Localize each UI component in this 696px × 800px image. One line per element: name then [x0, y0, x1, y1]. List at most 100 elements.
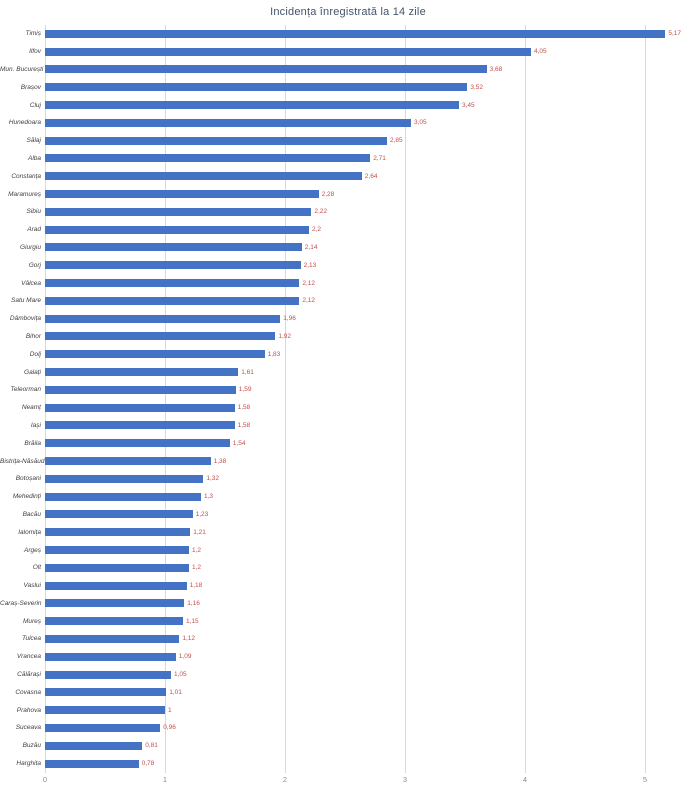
chart-row: Iași 1,58	[0, 417, 696, 435]
value-label: 1,32	[206, 475, 220, 483]
category-label: Gorj	[28, 261, 41, 269]
bar	[45, 172, 362, 181]
category-label: Mureș	[22, 617, 41, 625]
bar	[45, 723, 161, 732]
category-label: Brașov	[20, 83, 41, 91]
category-label: Dolj	[29, 350, 41, 358]
category-label: Timiș	[25, 30, 41, 38]
chart-row: Caraș-Severin 1,16	[0, 595, 696, 613]
chart-row: Mehedinți 1,3	[0, 488, 696, 506]
value-label: 1,2	[192, 564, 202, 572]
x-tick-label: 4	[522, 775, 528, 784]
category-label: Dâmbovița	[9, 315, 41, 323]
gridline	[285, 25, 286, 773]
category-label: Iași	[30, 421, 41, 429]
value-label: 2,64	[364, 172, 378, 180]
category-label: Maramureș	[8, 190, 41, 198]
bar	[45, 225, 309, 234]
bar	[45, 29, 666, 38]
x-tick-label: 0	[42, 775, 48, 784]
bar	[45, 599, 185, 608]
chart-row: Bihor 1,92	[0, 328, 696, 346]
value-label: 2,14	[304, 243, 318, 251]
value-label: 1,16	[187, 599, 200, 607]
gridline	[525, 25, 526, 773]
bar	[45, 136, 387, 145]
chart-row: Olt 1,2	[0, 559, 696, 577]
bar	[45, 65, 487, 74]
bar	[45, 510, 193, 519]
value-label: 1,23	[195, 510, 209, 518]
bar	[45, 617, 183, 626]
chart-row: Arad 2,2	[0, 221, 696, 239]
value-label: 3,68	[489, 65, 503, 73]
bar	[45, 296, 300, 305]
value-label: 1,12	[182, 635, 196, 643]
category-label: Bihor	[25, 332, 41, 340]
value-label: 1,15	[186, 617, 199, 625]
bar	[45, 385, 236, 394]
chart-row: Sibiu 2,22	[0, 203, 696, 221]
category-label: Olt	[32, 564, 41, 572]
chart-row: Vaslui 1,18	[0, 577, 696, 595]
category-label: Buzău	[22, 742, 41, 750]
value-label: 1,05	[174, 671, 187, 679]
value-label: 1	[168, 706, 172, 714]
bar	[45, 670, 171, 679]
gridlines	[0, 25, 696, 773]
category-label: Botoșani	[15, 475, 41, 483]
value-label: 2,71	[373, 154, 386, 162]
bar	[45, 190, 319, 199]
value-label: 1,83	[267, 350, 281, 358]
bar	[45, 492, 201, 501]
bar	[45, 439, 230, 448]
category-label: Ialomița	[18, 528, 41, 536]
value-label: 1,21	[193, 528, 206, 536]
category-label: Brăila	[24, 439, 41, 447]
value-label: 2,12	[302, 297, 316, 305]
chart-row: Călărași 1,05	[0, 666, 696, 684]
chart-row: Botoșani 1,32	[0, 470, 696, 488]
bar	[45, 741, 143, 750]
category-label: Mun. București	[0, 65, 44, 73]
chart-row: Ialomița 1,21	[0, 523, 696, 541]
chart-row: Cluj 3,45	[0, 96, 696, 114]
plot-area: Timiș 5,17 Ilfov 4,05 Mun. București 3,68 Braș…	[0, 25, 696, 773]
value-label: 2,22	[314, 208, 328, 216]
chart-row: Maramureș 2,28	[0, 185, 696, 203]
category-label: Vaslui	[23, 582, 41, 590]
bar	[45, 279, 300, 288]
value-label: 2,85	[390, 137, 403, 145]
bar	[45, 528, 191, 537]
value-label: 1,3	[204, 493, 214, 501]
bar	[45, 403, 235, 412]
chart-row: Hunedoara 3,05	[0, 114, 696, 132]
bar	[45, 47, 531, 56]
bar-rows: Timiș 5,17 Ilfov 4,05 Mun. București 3,68 Braș…	[0, 25, 696, 772]
category-label: Galați	[24, 368, 41, 376]
value-label: 4,05	[534, 48, 547, 56]
category-label: Vâlcea	[21, 279, 41, 287]
chart-row: Teleorman 1,59	[0, 381, 696, 399]
value-label: 1,54	[232, 439, 246, 447]
chart-row: Buzău 0,81	[0, 737, 696, 755]
bar	[45, 688, 167, 697]
category-label: Alba	[27, 154, 41, 162]
category-label: Giurgiu	[20, 243, 41, 251]
category-label: Harghita	[16, 760, 41, 768]
category-label: Tulcea	[21, 635, 41, 643]
value-label: 1,58	[237, 421, 251, 429]
x-tick-label: 2	[282, 775, 288, 784]
chart-row: Giurgiu 2,14	[0, 239, 696, 257]
x-axis: 0 1 2 3 4 5	[0, 773, 696, 787]
value-label: 1,61	[241, 368, 254, 376]
chart-row: Dâmbovița 1,96	[0, 310, 696, 328]
value-label: 5,17	[668, 30, 682, 38]
value-label: 2,13	[303, 261, 317, 269]
chart-title: Incidența înregistrată la 14 zile	[270, 6, 426, 18]
bar	[45, 368, 239, 377]
value-label: 1,18	[189, 582, 203, 590]
chart-row: Constanța 2,64	[0, 167, 696, 185]
bar	[45, 474, 204, 483]
category-label: Călărași	[17, 671, 41, 679]
